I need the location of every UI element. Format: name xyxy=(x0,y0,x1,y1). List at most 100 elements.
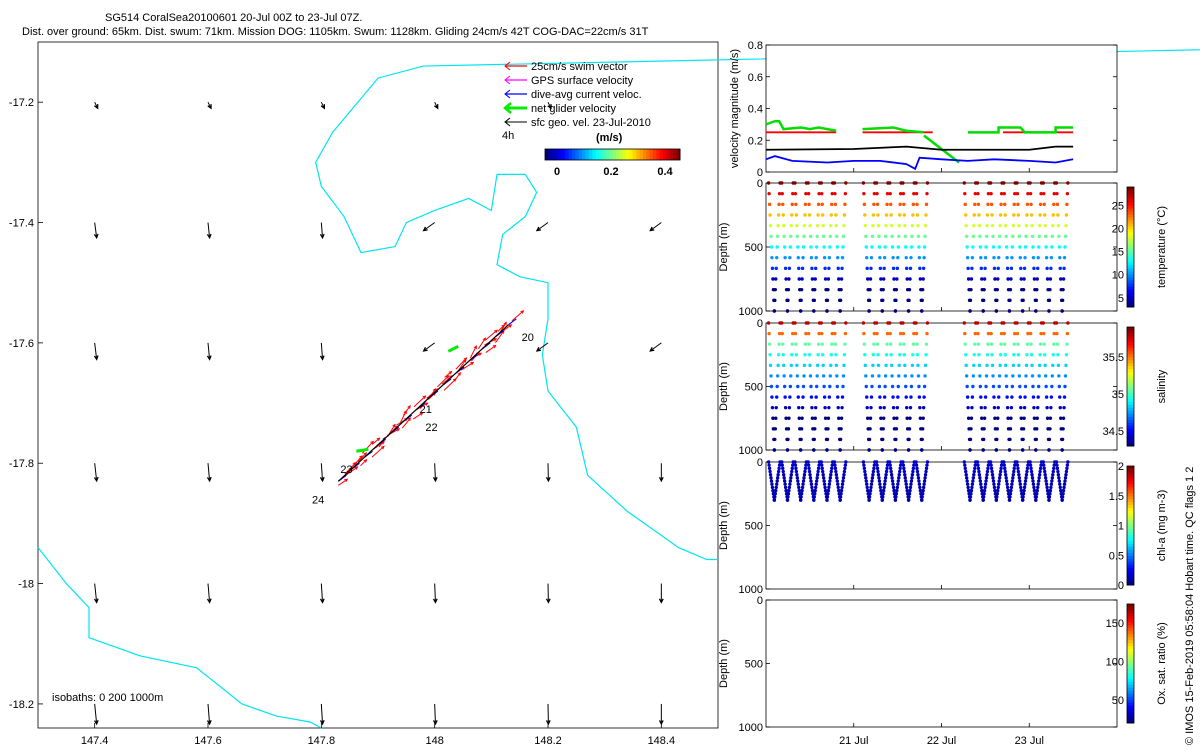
profile-sample xyxy=(773,492,777,496)
profile-sample xyxy=(905,488,909,493)
profile-sample xyxy=(787,416,791,420)
colorbar-swatch xyxy=(1127,196,1134,200)
profile-sample xyxy=(891,255,895,260)
profile-sample xyxy=(1028,460,1032,464)
profile-sample xyxy=(863,473,868,477)
colorbar-swatch xyxy=(1127,362,1134,367)
profile-sample xyxy=(1017,234,1022,239)
profile-sample xyxy=(924,213,928,217)
profile-sample xyxy=(1048,492,1052,496)
colorbar-swatch xyxy=(1127,359,1134,364)
profile-sample xyxy=(821,234,826,239)
profile-sample xyxy=(1043,213,1047,217)
geo-vector xyxy=(434,583,436,603)
profile-sample xyxy=(1043,234,1048,239)
colorbar-swatch xyxy=(568,149,573,160)
profile-sample xyxy=(869,485,873,490)
profile-sample xyxy=(821,476,826,480)
profile-sample xyxy=(775,384,779,389)
profile-sample xyxy=(980,488,984,493)
profile-sample xyxy=(966,416,971,420)
profile-sample xyxy=(1037,476,1041,480)
profile-sample xyxy=(979,395,983,399)
profile-sample xyxy=(916,473,920,477)
profile-sample xyxy=(1023,395,1027,399)
profile-sample xyxy=(985,213,990,217)
profile-sample xyxy=(962,181,967,185)
profile-sample xyxy=(1017,374,1022,378)
profile-sample xyxy=(819,321,823,325)
profile-sample xyxy=(990,473,995,477)
profile-sample xyxy=(1003,466,1007,471)
profile-sample xyxy=(774,416,778,420)
profile-sample xyxy=(806,460,810,464)
profile-sample xyxy=(897,374,901,378)
profile-sample xyxy=(901,321,905,325)
colorbar-swatch xyxy=(1127,335,1134,340)
profile-sample xyxy=(1037,473,1042,477)
profile-sample xyxy=(785,448,790,452)
profile-sample xyxy=(1058,395,1062,399)
profile-sample xyxy=(1050,374,1055,378)
profile-sample xyxy=(814,245,819,249)
profile-sample xyxy=(775,395,779,399)
profile-sample xyxy=(1051,213,1055,217)
profile-sample xyxy=(875,463,879,467)
profile-sample xyxy=(903,473,907,477)
colorbar-swatch xyxy=(1127,651,1134,656)
profile-sample xyxy=(917,245,921,249)
swim-vector-head xyxy=(363,452,368,456)
colorbar-swatch xyxy=(629,149,634,160)
profile-sample xyxy=(925,463,929,467)
colorbar-swatch xyxy=(1127,277,1134,281)
panel-y-tick-label: 0.2 xyxy=(748,135,763,147)
profile-sample xyxy=(806,331,811,336)
profile-sample xyxy=(992,395,996,399)
profile-sample xyxy=(1043,223,1047,228)
profile-sample xyxy=(809,245,813,249)
profile-sample xyxy=(1031,395,1036,399)
colorbar-swatch xyxy=(673,149,678,160)
profile-sample xyxy=(787,485,792,490)
profile-sample xyxy=(1017,473,1021,477)
profile-sample xyxy=(823,416,828,420)
colorbar-swatch xyxy=(1127,205,1134,209)
profile-sample xyxy=(970,395,975,399)
profile-sample xyxy=(864,374,868,378)
profile-sample xyxy=(999,191,1004,196)
profile-sample xyxy=(813,277,817,281)
profile-sample xyxy=(885,463,890,467)
profile-sample xyxy=(906,309,911,313)
profile-sample xyxy=(865,255,869,260)
profile-sample xyxy=(924,353,928,357)
profile-sample xyxy=(774,405,778,410)
profile-sample xyxy=(1011,374,1015,378)
profile-sample xyxy=(1029,466,1033,471)
profile-sample xyxy=(843,191,848,196)
profile-sample xyxy=(1002,191,1006,196)
colorbar-swatch xyxy=(622,149,627,160)
profile-sample xyxy=(924,202,929,207)
profile-sample xyxy=(963,331,967,336)
colorbar-swatch xyxy=(565,149,570,160)
profile-sample xyxy=(883,476,888,480)
profile-sample xyxy=(904,479,908,483)
profile-sample xyxy=(1002,321,1006,325)
profile-sample xyxy=(776,223,780,228)
profile-sample xyxy=(1047,495,1052,499)
profile-sample xyxy=(1060,437,1065,442)
profile-sample xyxy=(889,363,894,368)
colorbar-swatch xyxy=(1127,609,1134,614)
panel-y-tick-label: 1000 xyxy=(739,445,763,457)
profile-sample xyxy=(962,460,967,464)
colorbar-swatch xyxy=(1127,678,1134,682)
profile-sample xyxy=(964,363,968,368)
colorbar-tick-label: 150 xyxy=(1106,618,1124,630)
profile-sample xyxy=(1028,463,1033,467)
profile-sample xyxy=(1031,482,1036,486)
profile-sample xyxy=(772,448,777,452)
swim-vector xyxy=(357,452,367,463)
profile-sample xyxy=(910,374,914,378)
profile-sample xyxy=(884,363,888,368)
